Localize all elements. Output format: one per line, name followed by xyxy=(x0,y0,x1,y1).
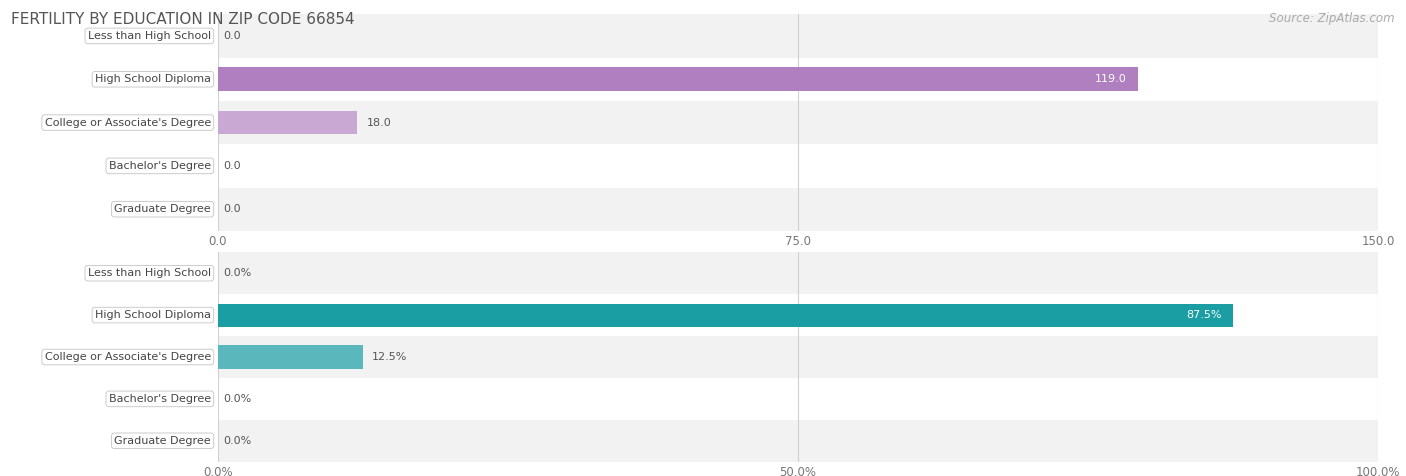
Bar xyxy=(218,304,1233,327)
Text: 0.0%: 0.0% xyxy=(224,436,252,446)
Text: High School Diploma: High School Diploma xyxy=(94,310,211,320)
Bar xyxy=(218,101,1378,144)
Text: College or Associate's Degree: College or Associate's Degree xyxy=(45,118,211,128)
Bar xyxy=(218,346,363,368)
Text: 18.0: 18.0 xyxy=(367,118,391,128)
Bar xyxy=(218,188,1378,231)
Text: Less than High School: Less than High School xyxy=(87,31,211,41)
Text: Less than High School: Less than High School xyxy=(87,268,211,278)
Text: Graduate Degree: Graduate Degree xyxy=(114,204,211,214)
Text: College or Associate's Degree: College or Associate's Degree xyxy=(45,352,211,362)
Text: 0.0: 0.0 xyxy=(224,31,242,41)
Bar xyxy=(218,252,1378,294)
Text: Bachelor's Degree: Bachelor's Degree xyxy=(108,161,211,171)
Text: 87.5%: 87.5% xyxy=(1185,310,1222,320)
Text: FERTILITY BY EDUCATION IN ZIP CODE 66854: FERTILITY BY EDUCATION IN ZIP CODE 66854 xyxy=(11,12,354,27)
Text: 0.0: 0.0 xyxy=(224,161,242,171)
Text: 0.0%: 0.0% xyxy=(224,268,252,278)
Text: Bachelor's Degree: Bachelor's Degree xyxy=(108,394,211,404)
Bar xyxy=(218,14,1378,58)
Bar xyxy=(218,67,1139,91)
Text: High School Diploma: High School Diploma xyxy=(94,74,211,84)
Bar xyxy=(218,144,1378,188)
Bar xyxy=(218,110,357,135)
Bar xyxy=(218,58,1378,101)
Text: 119.0: 119.0 xyxy=(1095,74,1126,84)
Text: 12.5%: 12.5% xyxy=(373,352,408,362)
Bar xyxy=(218,294,1378,336)
Text: 0.0%: 0.0% xyxy=(224,394,252,404)
Text: Source: ZipAtlas.com: Source: ZipAtlas.com xyxy=(1270,12,1395,25)
Text: 0.0: 0.0 xyxy=(224,204,242,214)
Bar xyxy=(218,336,1378,378)
Bar xyxy=(218,420,1378,462)
Bar xyxy=(218,378,1378,420)
Text: Graduate Degree: Graduate Degree xyxy=(114,436,211,446)
